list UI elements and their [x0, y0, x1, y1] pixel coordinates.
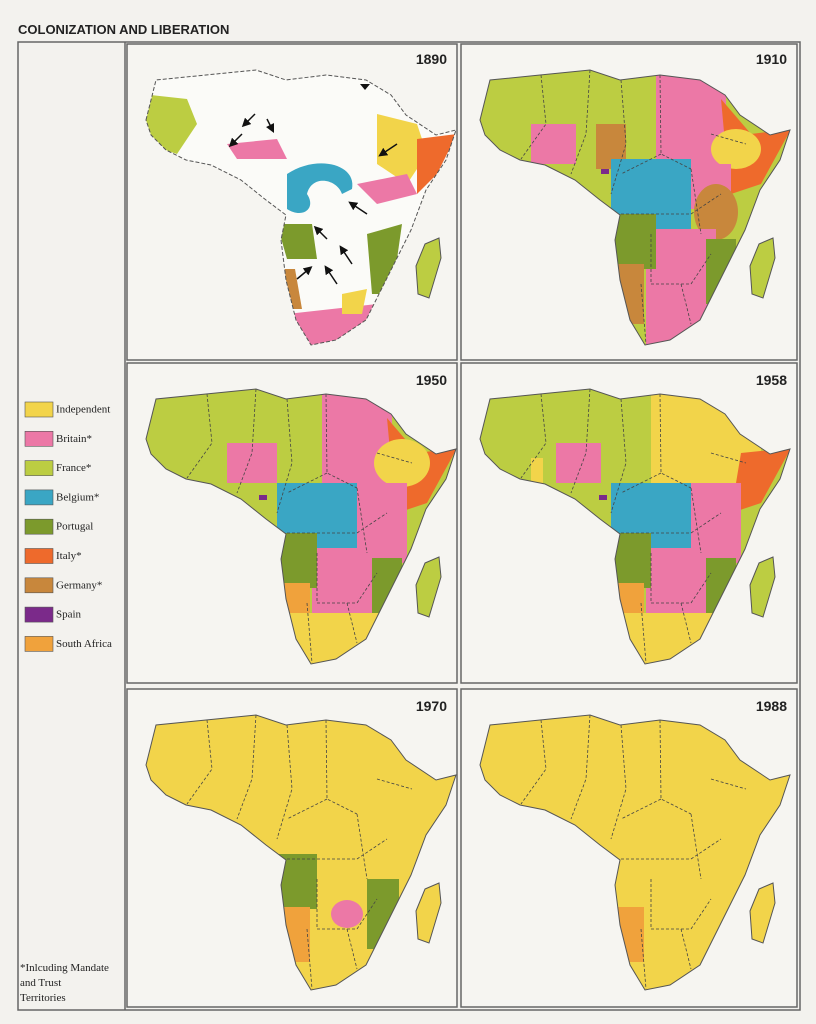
- map-panel: 1910: [460, 43, 798, 361]
- legend-label: Belgium*: [56, 491, 99, 503]
- legend-label: Spain: [56, 609, 82, 621]
- legend-swatch: [24, 577, 54, 594]
- year-label: 1970: [416, 698, 447, 714]
- map-panel: 1950: [126, 362, 458, 684]
- legend-swatch: [24, 460, 54, 476]
- year-label: 1988: [756, 698, 787, 714]
- legend-label: Independent: [56, 404, 110, 416]
- map-panel: 1890: [126, 43, 458, 361]
- year-label: 1950: [416, 372, 447, 388]
- legend-label: Germany*: [56, 579, 102, 591]
- year-label: 1910: [756, 51, 787, 67]
- legend-label: France*: [56, 462, 91, 474]
- legend-swatch: [24, 489, 54, 506]
- footnote-line: *Inlcuding Mandate: [20, 962, 109, 974]
- year-label: 1890: [416, 51, 447, 67]
- map-panel: 1988: [460, 688, 798, 1008]
- footnote-line: Territories: [20, 992, 66, 1004]
- legend: Independent Britain* France* Belgium* Portug…: [24, 401, 112, 652]
- map-panel: 1970: [126, 688, 458, 1008]
- legend-swatch: [24, 548, 54, 564]
- page-title: COLONIZATION AND LIBERATION: [18, 22, 229, 37]
- legend-swatch: [24, 606, 54, 623]
- map-panel: 1958: [460, 362, 798, 684]
- legend-swatch: [24, 636, 54, 652]
- outer-frame: [17, 41, 801, 1011]
- footnote: *Inlcuding Mandate and Trust Territories: [20, 962, 112, 1004]
- legend-swatch: [24, 430, 54, 447]
- legend-swatch: [24, 518, 54, 535]
- year-label: 1958: [756, 372, 787, 388]
- legend-label: South Africa: [56, 638, 112, 650]
- footnote-line: and Trust: [20, 977, 61, 989]
- legend-label: Britain*: [56, 433, 92, 445]
- legend-label: Italy*: [56, 550, 82, 562]
- legend-label: Portugal: [56, 521, 93, 533]
- legend-swatch: [24, 401, 54, 418]
